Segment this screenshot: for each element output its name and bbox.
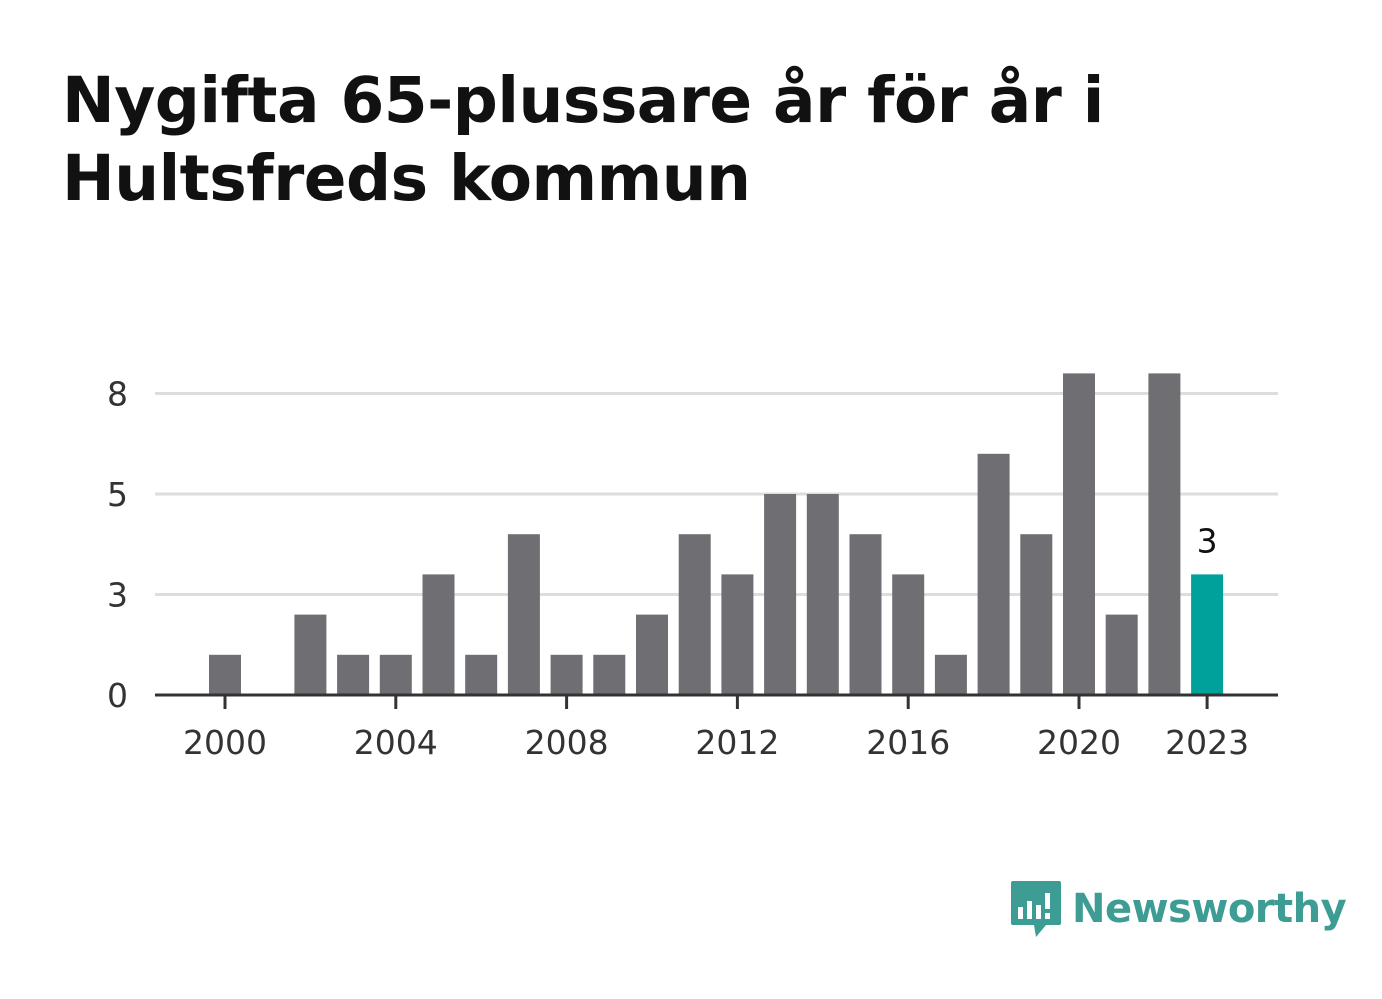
y-tick-label: 5 [107, 475, 128, 514]
x-tick-label: 2008 [525, 723, 609, 762]
y-tick-label: 0 [107, 676, 128, 715]
value-labels: 3 [1197, 521, 1218, 560]
x-tick-label: 2016 [866, 723, 950, 762]
bar-2021 [1105, 614, 1138, 695]
bar-2015 [849, 534, 882, 695]
bar-2020 [1063, 373, 1095, 695]
bar-2017 [934, 654, 967, 695]
grid-lines [155, 392, 1278, 596]
bar-2010 [636, 614, 668, 695]
y-tick-label: 3 [107, 576, 128, 615]
bar-2006 [465, 654, 498, 695]
bar-2016 [892, 574, 925, 695]
x-tick-label: 2004 [354, 723, 438, 762]
bar-chart-speech-bubble-icon [1011, 881, 1061, 937]
bar-2000 [209, 654, 241, 695]
page-title: Nygifta 65-plussare år för år i Hultsfre… [62, 64, 1104, 215]
x-tick-label: 2000 [183, 723, 267, 762]
bar-2019 [1020, 534, 1053, 695]
y-axis: 0 3 5 8 [107, 375, 128, 716]
bar-2005 [422, 574, 455, 695]
bar-2012 [721, 574, 754, 695]
bar-2018 [977, 453, 1010, 695]
bar-2014 [806, 494, 839, 695]
newsworthy-logo: Newsworthy [1010, 878, 1347, 940]
bar-2004 [379, 654, 412, 695]
x-tick-label: 2012 [695, 723, 779, 762]
bar-2013 [764, 494, 797, 695]
y-tick-label: 8 [107, 375, 128, 414]
bar-2002 [294, 614, 327, 695]
bar-2008 [550, 654, 583, 695]
bar-2003 [337, 654, 370, 695]
bar-2007 [507, 534, 540, 695]
x-tick-label: 2020 [1037, 723, 1121, 762]
bars [209, 373, 1224, 695]
x-axis: 2000 2004 2008 2012 2016 2020 2023 [183, 695, 1249, 762]
bar-2022 [1148, 373, 1181, 695]
bar-2011 [678, 534, 711, 695]
brand-name: Newsworthy [1072, 886, 1347, 932]
bar-highlight-2023 [1191, 574, 1224, 695]
x-tick-label: 2023 [1165, 723, 1249, 762]
highlight-value-label: 3 [1197, 521, 1218, 560]
bar-2009 [593, 654, 626, 695]
